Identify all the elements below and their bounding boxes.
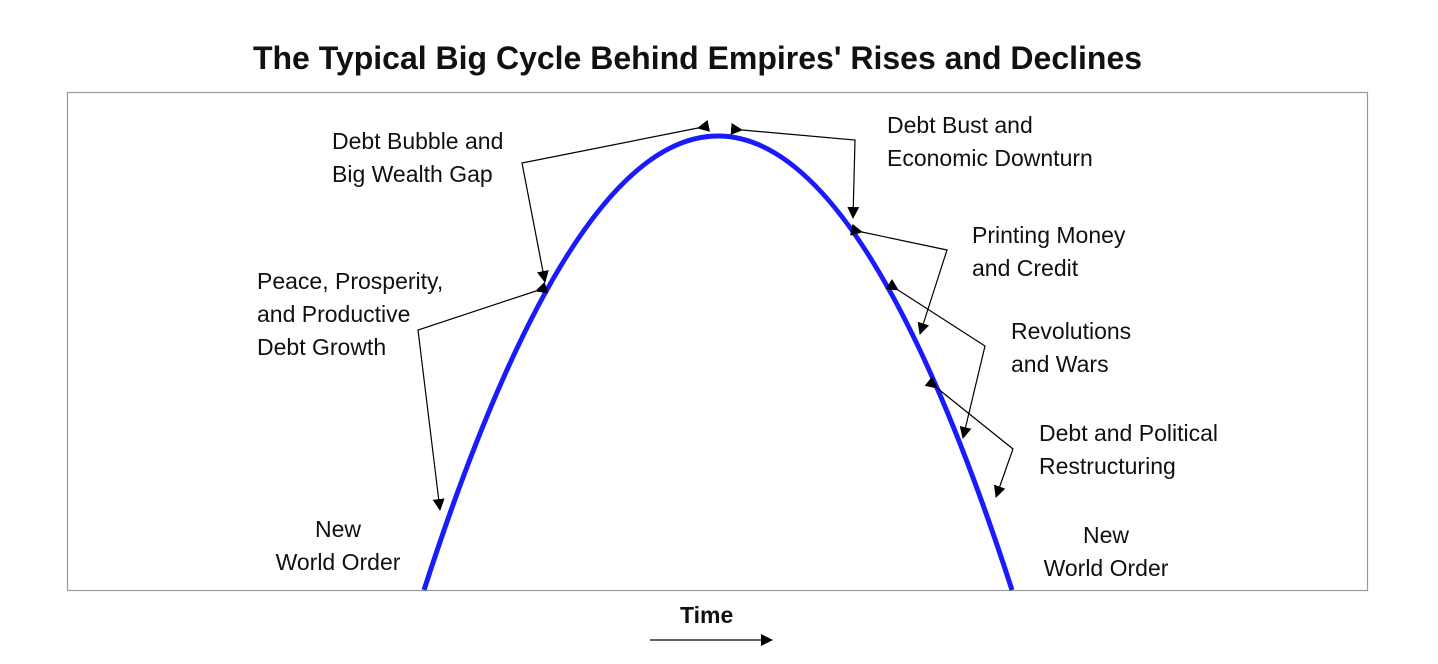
label-line: Peace, Prosperity, — [257, 268, 444, 294]
label-line: Debt Growth — [257, 334, 387, 360]
label-revolutions: Revolutions and Wars — [1011, 315, 1131, 381]
label-line: and Credit — [972, 255, 1079, 281]
plot-frame — [66, 91, 1369, 592]
annotation-arrows — [417, 119, 1014, 646]
label-debt-bubble: Debt Bubble and Big Wealth Gap — [332, 125, 503, 191]
diagram-title: The Typical Big Cycle Behind Empires' Ri… — [252, 40, 1143, 76]
label-debt-bust: Debt Bust and Economic Downturn — [887, 109, 1093, 175]
label-line: and Productive — [257, 301, 411, 327]
label-line: Economic Downturn — [887, 145, 1093, 171]
label-new-world-order-left: New World Order — [258, 513, 418, 579]
label-printing-money: Printing Money and Credit — [972, 219, 1125, 285]
label-line: Debt Bust and — [887, 112, 1033, 138]
label-line: and Wars — [1011, 351, 1109, 377]
label-restructuring: Debt and Political Restructuring — [1039, 417, 1218, 483]
arrow-debt-bust — [730, 123, 860, 219]
label-line: Restructuring — [1039, 453, 1176, 479]
label-line: New — [1082, 522, 1129, 548]
label-line: Debt and Political — [1039, 420, 1218, 446]
big-cycle-curve — [421, 133, 1015, 591]
label-line: Revolutions — [1011, 318, 1132, 344]
x-axis-label: Time — [680, 602, 734, 628]
arrow-peace — [417, 281, 549, 511]
label-line: Printing Money — [972, 222, 1126, 248]
label-line: Big Wealth Gap — [332, 161, 493, 187]
label-line: New — [314, 516, 361, 542]
label-new-world-order-right: New World Order — [1026, 519, 1186, 585]
arrow-debt-bubble — [521, 119, 710, 283]
label-line: World Order — [275, 549, 401, 575]
label-peace: Peace, Prosperity, and Productive Debt G… — [257, 265, 443, 364]
arrow-restructuring — [924, 376, 1014, 498]
label-line: World Order — [1043, 555, 1169, 581]
label-line: Debt Bubble and — [332, 128, 504, 154]
